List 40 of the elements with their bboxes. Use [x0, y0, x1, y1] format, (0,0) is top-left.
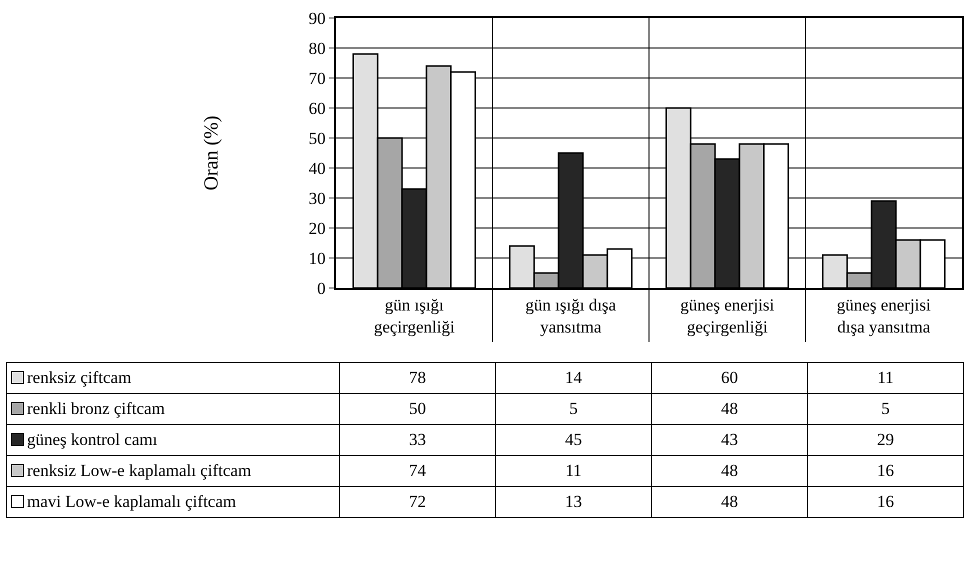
data-label: 5: [496, 394, 652, 424]
data-label: 74: [340, 456, 496, 486]
x-tick-label: gün ışığı geçirgenliği: [374, 295, 455, 336]
y-tick-label: 80: [308, 38, 326, 58]
legend-label: güneş kontrol camı: [6, 424, 340, 456]
legend-label: renksiz çiftcam: [6, 362, 340, 394]
data-label: 72: [340, 486, 496, 518]
y-tick-label: 30: [308, 188, 326, 208]
data-label: 45: [496, 424, 652, 456]
data-label: 60: [652, 362, 808, 394]
data-label: 48: [652, 456, 808, 486]
y-tick-label: 60: [308, 98, 326, 118]
data-label: 78: [340, 362, 496, 394]
data-label: 43: [652, 424, 808, 456]
legend-label: renksiz Low-e kaplamalı çiftcam: [6, 456, 340, 486]
data-label: 16: [808, 456, 964, 486]
data-label: 16: [808, 486, 964, 518]
data-label: 5: [808, 394, 964, 424]
data-label: 33: [340, 424, 496, 456]
legend-label: mavi Low-e kaplamalı çiftcam: [6, 486, 340, 518]
y-tick-label: 0: [317, 278, 326, 298]
data-label: 14: [496, 362, 652, 394]
x-tick-label: güneş enerjisi geçirgenliği: [680, 295, 774, 336]
y-tick-label: 70: [308, 68, 326, 88]
y-tick-label: 90: [308, 8, 326, 28]
y-tick-label: 50: [308, 128, 326, 148]
data-label: 50: [340, 394, 496, 424]
y-tick-label: 40: [308, 158, 326, 178]
data-label: 11: [496, 456, 652, 486]
data-label: 11: [808, 362, 964, 394]
data-label: 29: [808, 424, 964, 456]
data-label: 48: [652, 486, 808, 518]
y-axis-title: Oran (%): [200, 116, 223, 190]
data-label: 13: [496, 486, 652, 518]
legend-label: renkli bronz çiftcam: [6, 394, 340, 424]
y-tick-label: 20: [308, 218, 326, 238]
x-tick-label: gün ışığı dışa yansıtma: [525, 295, 617, 336]
x-tick-label: güneş enerjisi dışa yansıtma: [836, 295, 931, 336]
y-tick-label: 10: [308, 248, 326, 268]
data-label: 48: [652, 394, 808, 424]
